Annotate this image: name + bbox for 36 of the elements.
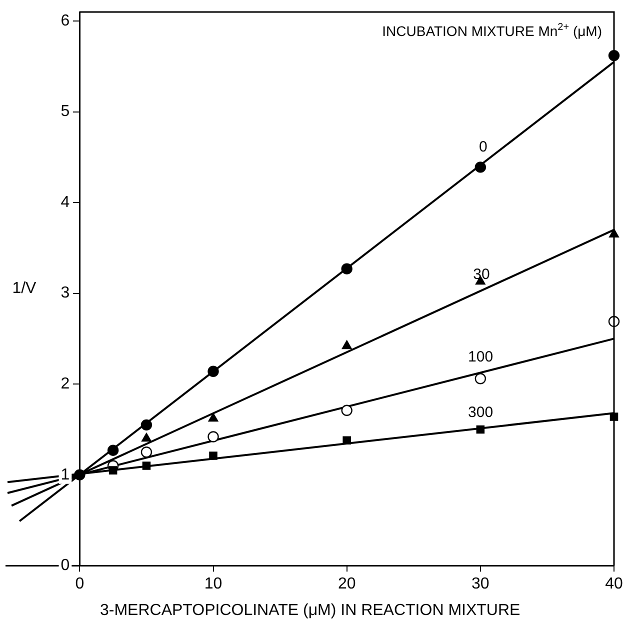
point bbox=[74, 469, 86, 480]
x-tick-label: 40 bbox=[605, 576, 623, 593]
point bbox=[208, 412, 218, 422]
x-tick-label: 20 bbox=[338, 576, 356, 593]
point bbox=[107, 444, 119, 456]
y-tick-label: 0 bbox=[60, 557, 70, 574]
series-label: 300 bbox=[468, 404, 494, 421]
y-axis-title: 1/V bbox=[12, 280, 37, 298]
y-tick-label: 6 bbox=[60, 12, 70, 30]
point bbox=[342, 436, 351, 444]
point bbox=[108, 466, 118, 474]
point bbox=[140, 419, 152, 431]
point bbox=[341, 263, 352, 274]
y-tick-label: 3 bbox=[60, 284, 70, 302]
y-tick-label: 1 bbox=[60, 466, 70, 484]
x-tick-label: 30 bbox=[472, 576, 490, 593]
point bbox=[341, 404, 352, 416]
series-label: 0 bbox=[479, 138, 488, 156]
x-tick-label: 10 bbox=[204, 576, 222, 593]
point bbox=[142, 432, 152, 442]
point bbox=[342, 340, 352, 350]
x-tick-label: 0 bbox=[75, 576, 84, 593]
point bbox=[474, 162, 486, 173]
x-axis-title: 3-MERCAPTOPICOLINATE (μM) IN REACTION MIXTURE bbox=[100, 602, 520, 619]
y-tick-label: 2 bbox=[60, 376, 70, 392]
point bbox=[142, 462, 151, 470]
point bbox=[476, 425, 485, 434]
series-label: 30 bbox=[473, 266, 490, 284]
point bbox=[209, 452, 218, 460]
point bbox=[140, 446, 152, 458]
point bbox=[208, 431, 219, 442]
y-tick-label: 5 bbox=[60, 103, 70, 120]
point bbox=[474, 373, 486, 384]
series-label: 100 bbox=[468, 348, 494, 366]
y-tick-label: 4 bbox=[60, 194, 70, 211]
point bbox=[208, 366, 219, 377]
